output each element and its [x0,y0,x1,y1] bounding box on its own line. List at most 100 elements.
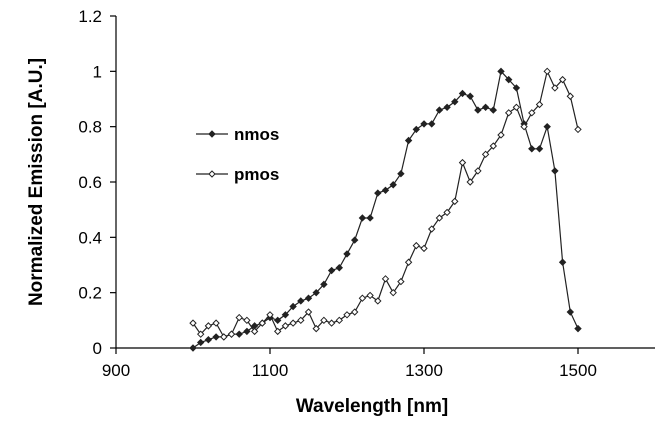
data-point-pmos [312,324,320,333]
legend: nmos pmos [196,125,279,184]
data-point-nmos [451,98,459,106]
data-point-pmos [227,330,236,338]
data-point-nmos [566,308,575,316]
data-point-pmos [335,316,344,325]
data-point-pmos [420,244,428,253]
data-point-pmos [273,327,282,336]
series-line-pmos [192,69,579,338]
data-point-nmos [281,311,290,319]
legend-item-nmos: nmos [196,125,279,144]
data-point-pmos [366,291,374,300]
data-point-pmos [504,109,513,117]
data-point-pmos [235,313,243,322]
data-point-pmos [212,319,220,327]
data-point-nmos [543,122,551,131]
data-point-pmos [466,178,474,186]
data-point-pmos [250,327,259,336]
data-point-pmos [497,131,505,139]
data-point-pmos [220,333,228,341]
data-point-pmos [412,241,421,250]
data-point-nmos [412,125,421,134]
data-point-nmos [474,106,482,114]
data-point-pmos [528,109,536,117]
data-point-nmos [297,297,305,305]
data-point-pmos [543,67,551,76]
y-tick-label: 0.2 [78,284,102,303]
data-point-nmos [304,294,313,302]
legend-label: pmos [234,165,279,184]
y-tick-label: 0.6 [78,173,102,192]
axes: 0 0.2 0.4 0.6 0.8 1 1.2 900 1100 1300 1500 [78,7,655,380]
data-point-nmos [358,214,367,222]
data-point-pmos [297,316,305,325]
data-point-pmos [358,294,367,302]
y-tick-label: 1 [93,62,102,81]
data-point-pmos [489,142,498,150]
legend-marker [208,170,216,178]
data-point-pmos [427,225,436,233]
data-point-pmos [258,319,267,327]
data-point-nmos [374,189,382,197]
data-point-pmos [320,316,328,325]
data-point-nmos [404,136,413,145]
y-tick-label: 0.8 [78,118,102,137]
x-axis-title: Wavelength [nm] [296,396,448,417]
data-point-pmos [343,311,351,319]
data-point-nmos [204,335,213,344]
data-point-nmos [466,92,474,100]
data-point-nmos [212,333,220,341]
data-point-nmos [420,120,428,128]
data-point-pmos [374,297,382,305]
data-point-nmos [497,67,505,76]
data-point-nmos [528,145,536,153]
data-point-nmos [481,103,490,112]
y-tick-label: 0 [93,339,102,358]
data-point-pmos [304,308,313,316]
data-point-nmos [273,316,282,325]
data-point-nmos [489,106,498,114]
x-tick-label: 900 [102,361,130,380]
data-point-nmos [327,266,336,275]
data-point-nmos [574,324,582,333]
data-point-nmos [397,169,405,178]
data-point-pmos [204,322,213,330]
data-point-pmos [327,319,336,327]
data-point-pmos [281,322,290,330]
data-point-pmos [512,103,521,112]
data-point-nmos [289,302,297,311]
data-point-pmos [574,125,582,134]
data-point-pmos [266,311,274,319]
data-point-pmos [404,258,413,266]
data-point-nmos [235,330,243,338]
data-point-nmos [458,89,467,98]
data-point-nmos [427,120,436,128]
series-layer [189,67,582,352]
series-pmos [189,67,582,341]
y-tick-label: 0.4 [78,228,102,247]
data-point-pmos [397,277,405,286]
data-point-nmos [189,344,197,352]
data-point-pmos [535,100,544,109]
legend-item-pmos: pmos [196,165,279,184]
data-point-pmos [289,319,297,327]
data-point-nmos [320,280,328,289]
data-point-pmos [481,150,490,159]
data-point-pmos [189,319,197,327]
x-tick-label: 1500 [559,361,597,380]
data-point-pmos [558,75,567,84]
data-point-nmos [243,327,251,336]
x-tick-label: 1300 [405,361,443,380]
series-nmos [189,67,582,352]
legend-label: nmos [234,125,279,144]
data-point-pmos [196,330,205,338]
data-point-nmos [558,258,567,266]
data-point-pmos [566,92,575,100]
y-tick-label: 1.2 [78,7,102,26]
data-point-pmos [458,158,467,167]
data-point-nmos [535,145,544,153]
data-point-nmos [350,236,359,244]
data-point-nmos [312,288,320,297]
data-point-nmos [381,186,390,195]
data-point-nmos [196,338,205,347]
